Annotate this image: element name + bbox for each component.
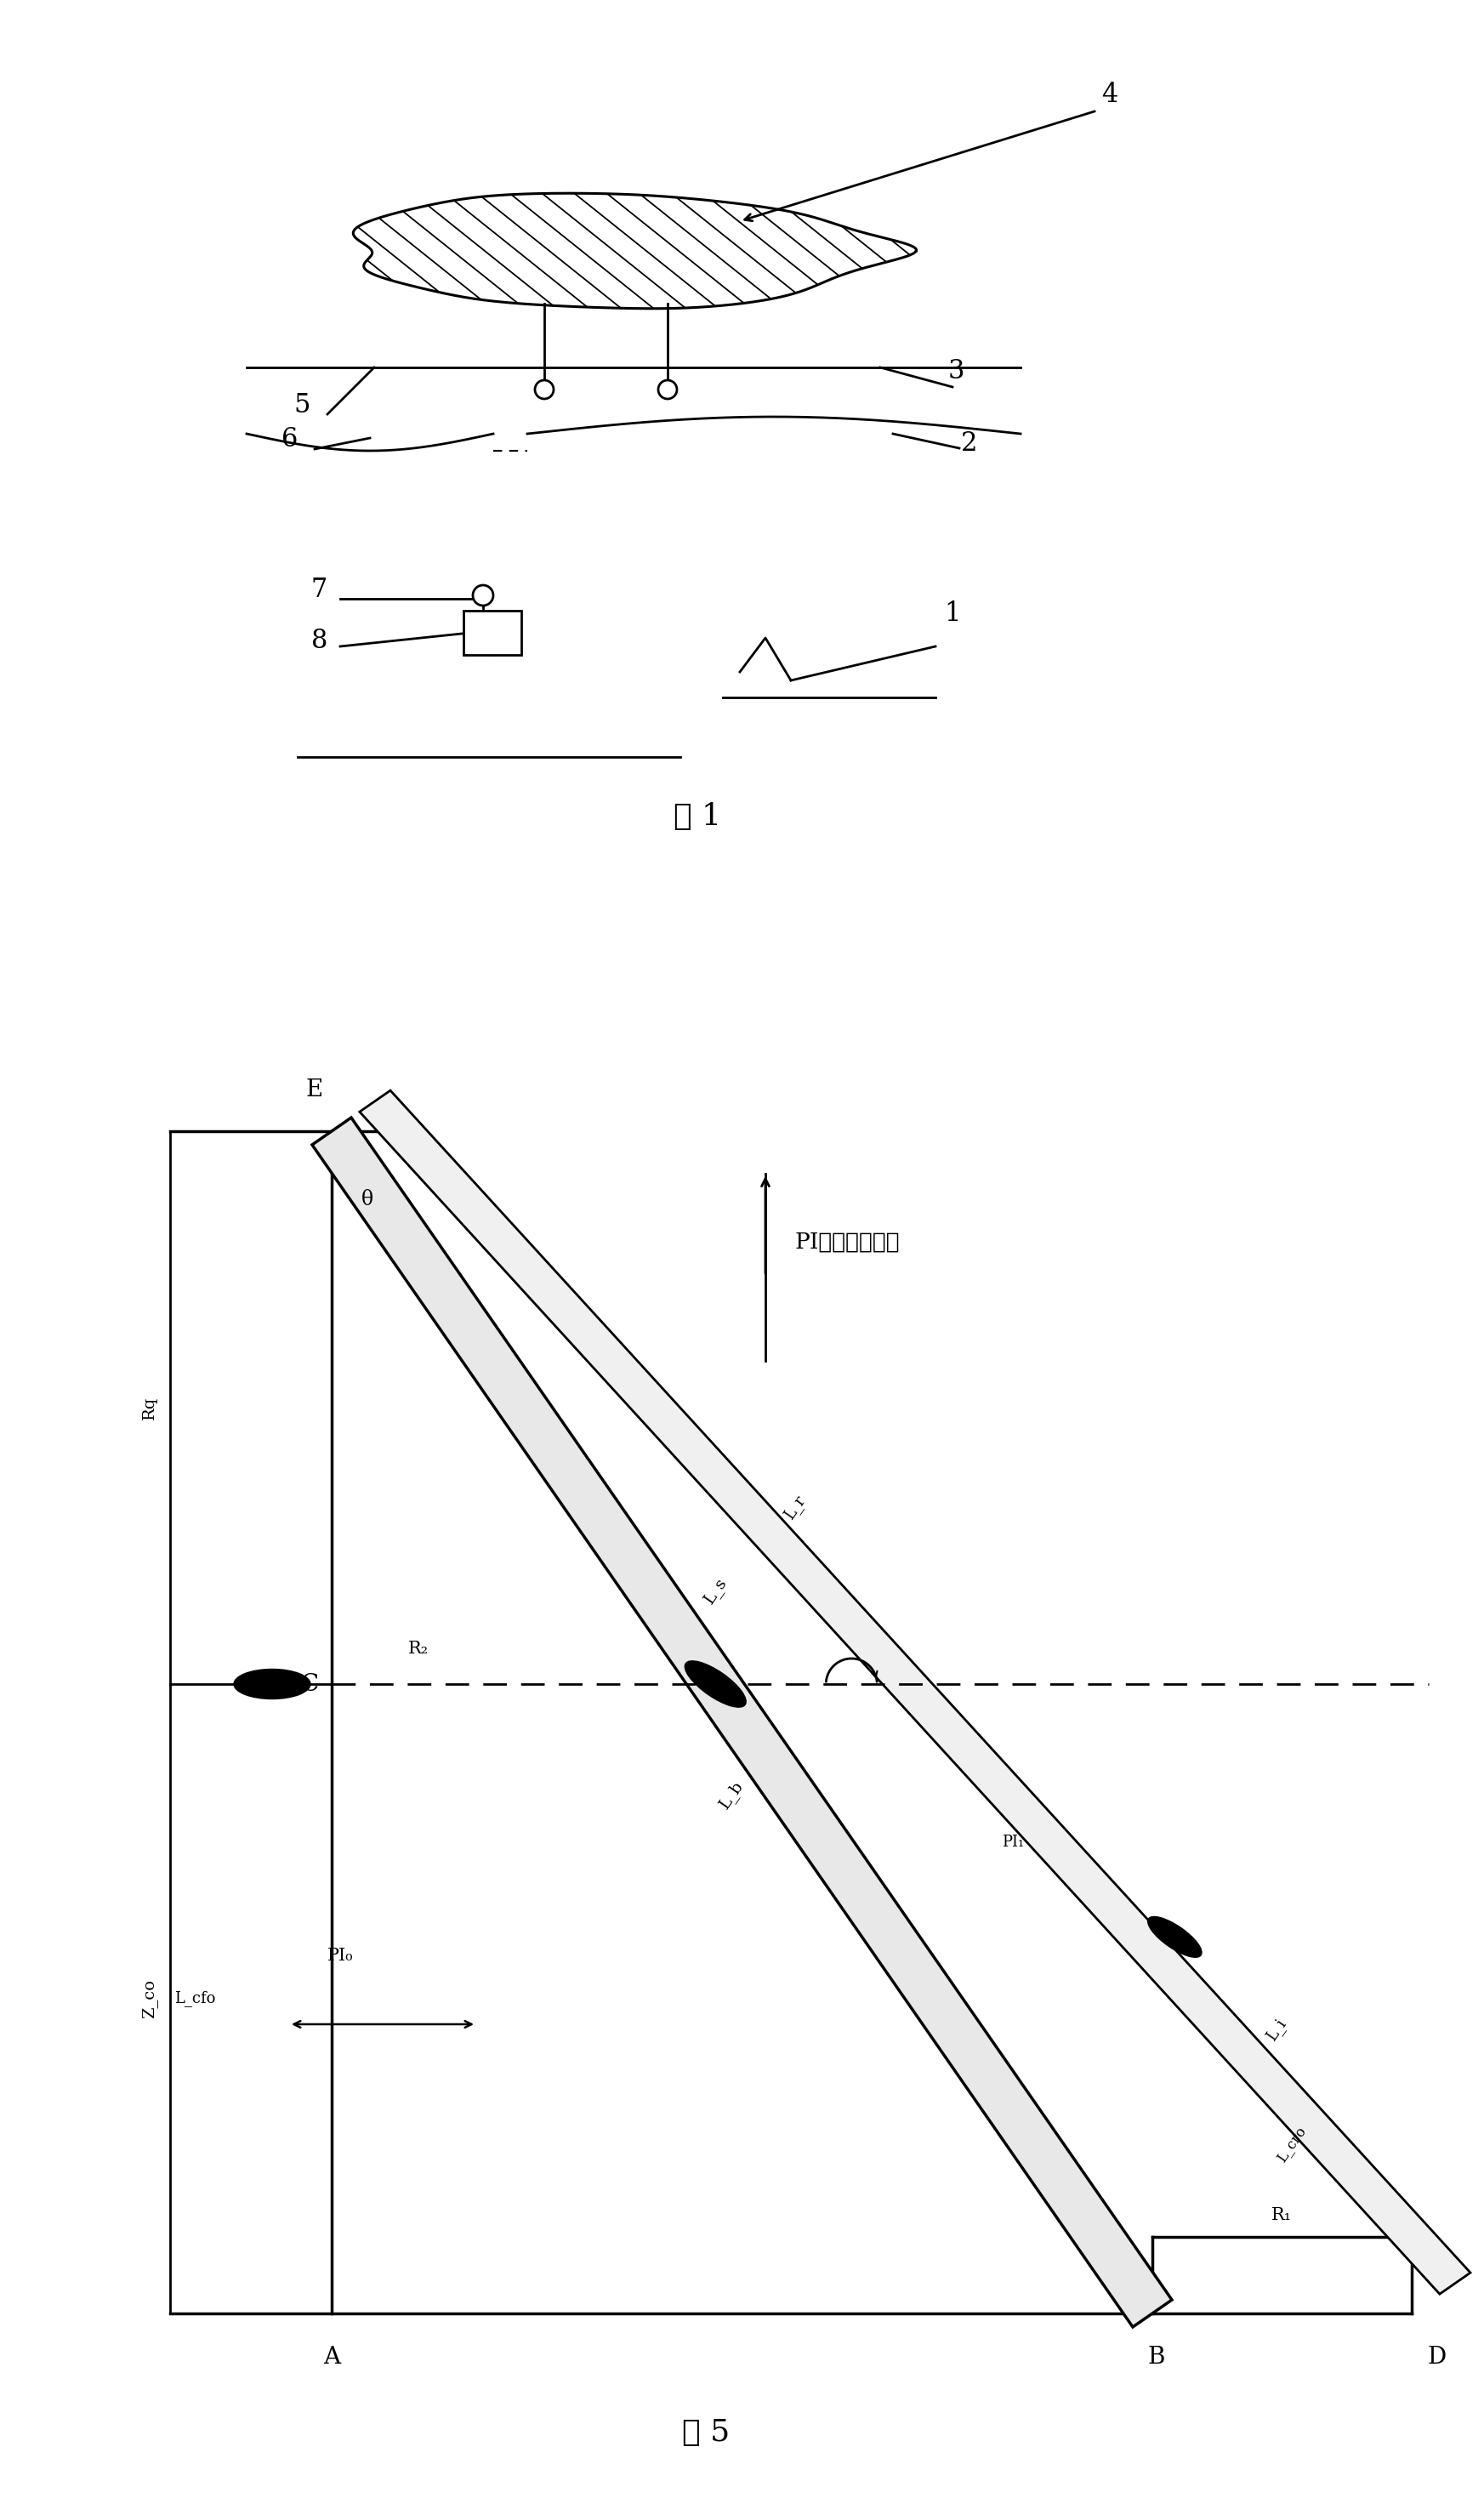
Text: 图 5: 图 5 bbox=[683, 2418, 730, 2448]
Text: θ: θ bbox=[362, 1189, 374, 1209]
Text: 6: 6 bbox=[280, 427, 298, 452]
Text: PI读数增大方向: PI读数增大方向 bbox=[795, 1232, 901, 1251]
Ellipse shape bbox=[684, 1661, 746, 1706]
Text: A: A bbox=[324, 2346, 340, 2368]
Text: L_b: L_b bbox=[717, 1779, 746, 1811]
Text: 2: 2 bbox=[962, 430, 978, 457]
Text: L_i: L_i bbox=[1263, 2016, 1290, 2043]
Text: 4: 4 bbox=[1101, 82, 1117, 107]
Text: 8: 8 bbox=[312, 627, 328, 654]
Text: PI₁: PI₁ bbox=[1002, 1834, 1024, 1851]
Text: Rq: Rq bbox=[142, 1396, 157, 1419]
Text: E: E bbox=[306, 1079, 324, 1102]
Text: C: C bbox=[301, 1674, 319, 1696]
Bar bbox=[463, 610, 521, 654]
Text: 5: 5 bbox=[294, 392, 310, 420]
Ellipse shape bbox=[234, 1669, 310, 1699]
Text: L_cro: L_cro bbox=[1275, 2123, 1309, 2166]
Text: Z_co: Z_co bbox=[141, 1978, 157, 2018]
Text: L_r: L_r bbox=[781, 1491, 809, 1521]
Text: D: D bbox=[1428, 2346, 1445, 2368]
Circle shape bbox=[659, 380, 677, 400]
Text: B: B bbox=[1147, 2346, 1165, 2368]
Text: 1: 1 bbox=[944, 600, 960, 627]
Text: L_cfo: L_cfo bbox=[174, 1991, 215, 2006]
Ellipse shape bbox=[1147, 1916, 1202, 1958]
Text: 7: 7 bbox=[312, 577, 328, 602]
Text: L_s: L_s bbox=[700, 1574, 730, 1606]
Text: 图 1: 图 1 bbox=[674, 802, 721, 832]
Polygon shape bbox=[312, 1117, 1172, 2328]
Circle shape bbox=[473, 585, 493, 605]
Circle shape bbox=[534, 380, 554, 400]
Polygon shape bbox=[353, 192, 916, 310]
Polygon shape bbox=[359, 1092, 1471, 2293]
Text: R₂: R₂ bbox=[408, 1641, 429, 1656]
Text: R₁: R₁ bbox=[1272, 2208, 1291, 2223]
Text: PI₀: PI₀ bbox=[328, 1948, 353, 1963]
Text: 3: 3 bbox=[948, 357, 965, 385]
